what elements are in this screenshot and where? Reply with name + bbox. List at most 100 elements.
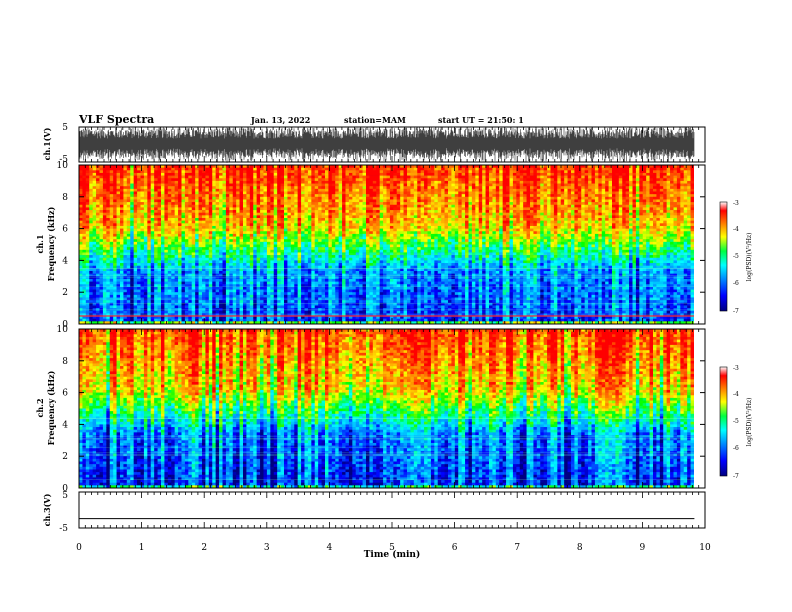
spec-cell: [219, 172, 223, 176]
spec-cell: [82, 231, 87, 235]
spec-cell: [294, 194, 298, 198]
spec-cell: [328, 204, 333, 208]
spec-cell: [167, 302, 172, 306]
spec-cell: [335, 286, 339, 290]
spec-cell: [229, 212, 234, 216]
spec-cell: [348, 268, 353, 272]
spec-cell: [195, 255, 199, 259]
spec-cell: [311, 196, 316, 200]
spec-cell: [297, 204, 302, 208]
spec-cell: [116, 321, 121, 325]
spec-cell: [174, 286, 179, 290]
spec-cell: [232, 180, 237, 184]
spec-cell: [219, 241, 223, 245]
spec-cell: [181, 305, 186, 309]
spec-cell: [222, 313, 227, 317]
spec-cell: [109, 239, 114, 243]
spec-cell: [256, 268, 261, 272]
spec-cell: [109, 212, 114, 216]
spec-cell: [290, 308, 295, 312]
spec-cell: [215, 310, 220, 314]
spec-cell: [113, 223, 117, 227]
spec-cell: [195, 321, 199, 325]
spec-cell: [137, 278, 141, 282]
spec-cell: [236, 313, 240, 317]
spec-cell: [154, 289, 158, 293]
spec-cell: [161, 175, 165, 179]
spec-cell: [290, 196, 295, 200]
spec-cell: [249, 196, 254, 200]
spec-cell: [294, 292, 298, 296]
spec-cell: [161, 268, 165, 272]
spec-cell: [208, 186, 213, 190]
spec-cell: [143, 281, 148, 285]
spec-cell: [174, 202, 179, 206]
spec-cell: [328, 233, 333, 237]
spec-cell: [154, 236, 158, 240]
spec-cell: [342, 310, 346, 314]
spec-cell: [130, 310, 134, 314]
spec-cell: [318, 233, 322, 237]
spec-cell: [150, 165, 155, 168]
spec-cell: [208, 308, 213, 312]
spec-cell: [297, 271, 302, 274]
spec-cell: [198, 241, 203, 245]
spec-cell: [157, 199, 162, 203]
spec-cell: [352, 249, 357, 253]
spec-cell: [85, 302, 90, 306]
spec-cell: [164, 210, 169, 213]
spec-cell: [352, 207, 357, 211]
spec-cell: [219, 194, 223, 198]
spec-cell: [89, 313, 93, 317]
spec-cell: [174, 313, 179, 317]
spec-cell: [273, 313, 278, 317]
spec-cell: [99, 194, 104, 198]
spec-cell: [266, 196, 271, 200]
spec-cell: [236, 175, 240, 179]
spec-cell: [301, 178, 305, 182]
spec-cell: [79, 263, 83, 266]
spec-cell: [123, 300, 128, 304]
spec-cell: [147, 273, 152, 277]
spec-cell: [184, 268, 189, 272]
spec-cell: [123, 286, 128, 290]
spec-cell: [157, 289, 162, 293]
spec-cell: [249, 268, 254, 272]
spec-cell: [140, 281, 145, 285]
spec-cell: [277, 172, 281, 176]
spec-cell: [345, 286, 350, 290]
spec-cell: [266, 263, 271, 266]
spec-cell: [232, 297, 237, 301]
spec-cell: [314, 204, 319, 208]
spec-cell: [157, 178, 162, 182]
spec-cell: [198, 247, 203, 251]
spec-cell: [321, 204, 326, 208]
spec-cell: [99, 228, 104, 232]
spec-cell: [102, 244, 107, 248]
spec-cell: [133, 278, 138, 282]
spec-cell: [219, 175, 223, 179]
spec-cell: [284, 284, 288, 288]
spec-cell: [133, 180, 138, 184]
spec-cell: [126, 241, 131, 245]
spec-cell: [297, 316, 302, 319]
spec-cell: [301, 284, 305, 288]
spec-cell: [249, 308, 254, 312]
spec-cell: [284, 175, 288, 179]
spec-cell: [181, 313, 186, 317]
spec-cell: [263, 167, 268, 171]
spec-cell: [96, 300, 100, 304]
spec-cell: [311, 231, 316, 235]
spec-cell: [147, 297, 152, 301]
spec-cell: [219, 302, 223, 306]
spec-cell: [307, 236, 312, 240]
spec-cell: [96, 313, 100, 317]
spec-cell: [126, 170, 131, 174]
spec-cell: [304, 178, 309, 182]
spec-cell: [106, 316, 111, 319]
spec-cell: [280, 284, 285, 288]
spec-cell: [284, 178, 288, 182]
spec-cell: [352, 172, 357, 176]
spec-cell: [263, 199, 268, 203]
spec-cell: [174, 273, 179, 277]
